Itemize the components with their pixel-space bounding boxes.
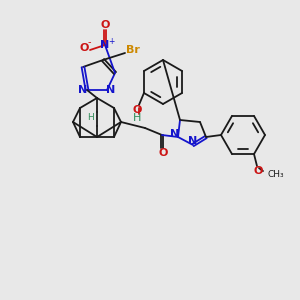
Text: N: N <box>106 85 116 95</box>
Text: O: O <box>253 166 263 176</box>
Text: O: O <box>158 148 168 158</box>
Text: O: O <box>132 105 142 115</box>
Text: N: N <box>188 136 198 146</box>
Text: N: N <box>78 85 88 95</box>
Text: O: O <box>100 20 110 30</box>
Text: N: N <box>170 129 180 139</box>
Text: H: H <box>88 112 94 122</box>
Text: Br: Br <box>126 45 140 55</box>
Text: -: - <box>87 37 91 47</box>
Text: H: H <box>133 113 141 123</box>
Text: +: + <box>108 37 114 46</box>
Text: CH₃: CH₃ <box>267 169 284 178</box>
Text: O: O <box>79 43 89 53</box>
Text: N: N <box>100 40 109 50</box>
